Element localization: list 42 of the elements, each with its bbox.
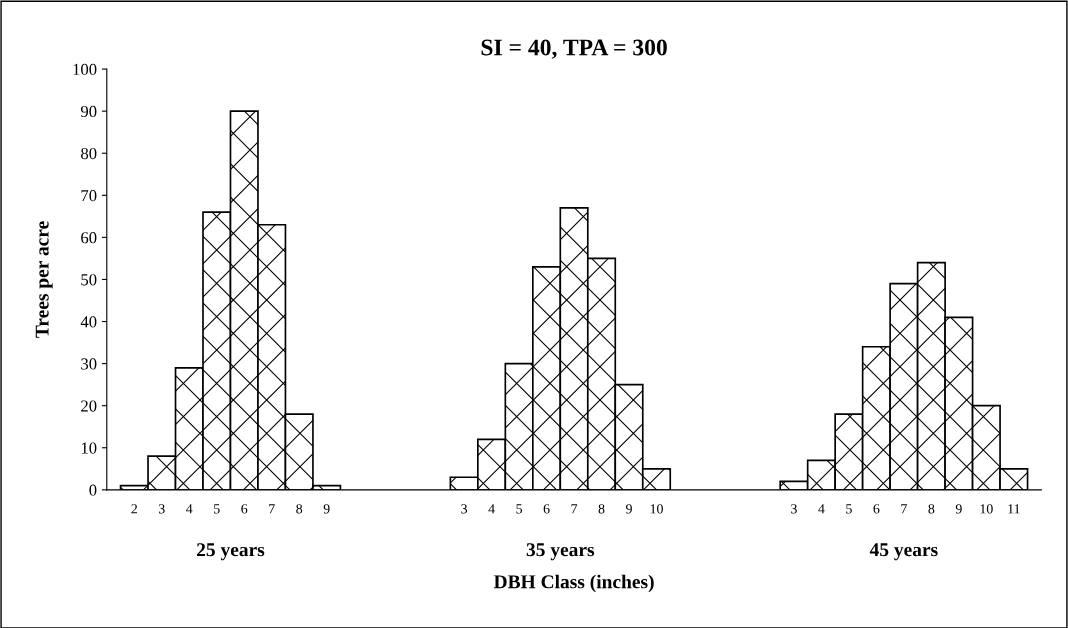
x-tick-label: 4 (186, 504, 193, 514)
x-tick-label: 5 (214, 504, 220, 514)
x-tick-label: 6 (241, 504, 248, 514)
x-axis-title: DBH Class (inches) (493, 574, 654, 593)
x-tick-label: 9 (626, 504, 632, 514)
y-tick-label: 40 (80, 316, 97, 328)
x-tick-label: 4 (488, 504, 495, 514)
y-tick-label: 10 (81, 442, 97, 454)
x-tick-label: 8 (296, 504, 303, 514)
x-tick-label: 4 (818, 504, 825, 514)
chart-title: SI = 40, TPA = 300 (481, 39, 667, 59)
text: 45 years (869, 543, 938, 561)
x-tick-label: 3 (461, 504, 468, 514)
y-tick-label: 80 (81, 147, 97, 160)
x-tick-label: 2 (131, 504, 137, 514)
x-tick-label: 10 (980, 504, 993, 514)
y-tick-label: 20 (81, 400, 97, 412)
x-tick-label: 10 (650, 504, 663, 514)
x-tick-label: 3 (158, 504, 165, 514)
x-tick-label: 5 (846, 504, 852, 514)
x-tick-label: 7 (901, 504, 907, 514)
x-tick-label: 9 (323, 504, 330, 514)
y-axis-title: Trees per acre (35, 221, 53, 338)
x-tick-label: 11 (1008, 504, 1020, 514)
x-tick-label: 3 (791, 504, 797, 514)
x-tick-label: 5 (516, 504, 523, 514)
y-tick-label: 0 (89, 484, 97, 496)
x-tick-label: 7 (269, 504, 275, 514)
text: 25 years (197, 543, 265, 561)
y-tick-label: 30 (81, 358, 97, 370)
y-tick-label: 50 (81, 274, 97, 286)
y-tick-label: 70 (81, 190, 97, 202)
x-tick-label: 6 (543, 504, 550, 514)
x-tick-label: 7 (571, 504, 578, 514)
y-tick-label: 90 (80, 105, 97, 118)
x-tick-label: 6 (873, 504, 880, 514)
x-tick-label: 9 (955, 504, 962, 514)
x-tick-label: 8 (598, 504, 605, 514)
text: 35 years (526, 543, 595, 561)
x-tick-label: 8 (928, 504, 935, 514)
y-tick-label: 60 (81, 232, 97, 244)
y-tick-label: 100 (73, 63, 97, 76)
